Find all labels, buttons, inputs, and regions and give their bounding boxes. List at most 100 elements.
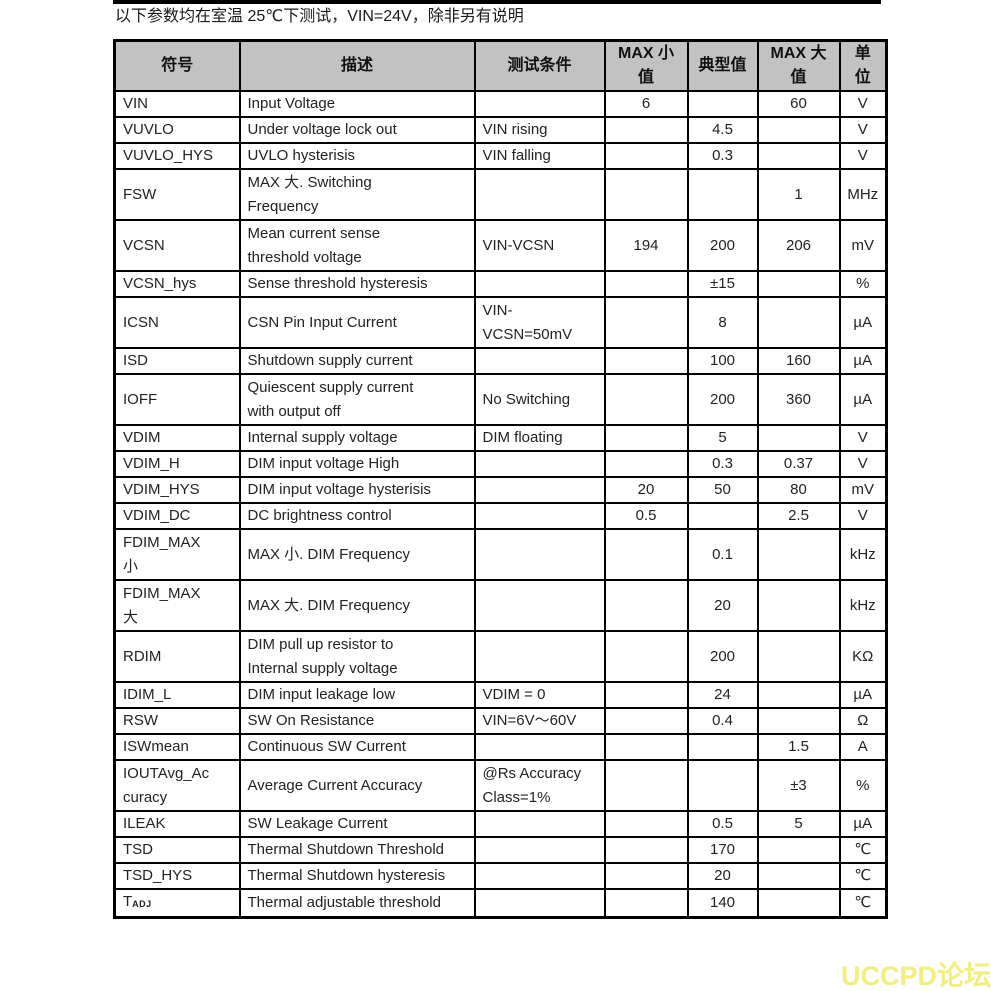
cell-unit: V [838,502,888,530]
cell-desc: DC brightness control [238,502,476,530]
cell-max [756,707,841,735]
cell-typ: 50 [686,476,759,504]
cell-min [603,424,689,452]
test-conditions-note: 以下参数均在室温 25℃下测试，VIN=24V，除非另有说明 [115,8,524,25]
cell-cond [473,476,606,504]
cell-cond [473,528,606,581]
cell-symbol: FDIM_MAX 大 [113,579,241,632]
cell-typ [686,502,759,530]
table-row: VUVLO_HYS UVLO hysterisis VIN falling 0.3 V [113,142,888,170]
table-row: IOUTAvg_Ac curacy Average Current Accurac… [113,759,888,812]
cell-symbol: VDIM_H [113,450,241,478]
cell-unit: µA [838,373,888,426]
cell-min [603,707,689,735]
table-body: VIN Input Voltage 6 60 V VUVLO Under voltage l… [113,90,888,919]
electrical-characteristics-table: 符号 描述 测试条件 MAX 小 值典型值 MAX 大 值单 位 VIN Input Vo… [113,39,888,919]
column-header-4: 典型值 [686,39,759,92]
table-row: VDIM_H DIM input voltage High 0.3 0.37 V [113,450,888,478]
cell-symbol: ISWmean [113,733,241,761]
cell-cond: VIN=6V～60V [473,707,606,735]
cell-max [756,681,841,709]
top-divider [113,0,881,4]
cell-min [603,116,689,144]
cell-unit: KΩ [838,630,888,683]
column-header-0: 符号 [113,39,241,92]
cell-unit: V [838,450,888,478]
cell-symbol: VDIM_DC [113,502,241,530]
cell-unit: µA [838,681,888,709]
column-header-5: MAX 大 值 [756,39,841,92]
table-row: VDIM_HYS DIM input voltage hysterisis 20 50… [113,476,888,504]
cell-cond [473,502,606,530]
cell-desc: DIM input leakage low [238,681,476,709]
cell-min [603,528,689,581]
cell-max [756,836,841,864]
cell-symbol: FDIM_MAX 小 [113,528,241,581]
cell-desc: Internal supply voltage [238,424,476,452]
cell-cond [473,450,606,478]
table-row: VCSN_hys Sense threshold hysteresis ±15% [113,270,888,298]
cell-symbol: VCSN [113,219,241,272]
cell-max: 60 [756,90,841,118]
cell-unit: MHz [838,168,888,221]
cell-symbol: FSW [113,168,241,221]
cell-symbol: ILEAK [113,810,241,838]
cell-unit: A [838,733,888,761]
cell-cond [473,836,606,864]
cell-typ: 5 [686,424,759,452]
cell-typ: 20 [686,579,759,632]
cell-unit: mV [838,476,888,504]
cell-min [603,733,689,761]
cell-min [603,168,689,221]
cell-max [756,142,841,170]
cell-desc: MAX 大. Switching Frequency [238,168,476,221]
cell-typ: 24 [686,681,759,709]
cell-min [603,681,689,709]
cell-desc: SW On Resistance [238,707,476,735]
cell-min [603,270,689,298]
cell-cond: VIN rising [473,116,606,144]
table-row: VCSN Mean current sense threshold voltage… [113,219,888,272]
cell-typ: 0.3 [686,450,759,478]
cell-desc: Under voltage lock out [238,116,476,144]
cell-max: 1 [756,168,841,221]
cell-typ: 20 [686,862,759,890]
column-header-1: 描述 [238,39,476,92]
cell-unit: ℃ [838,836,888,864]
cell-symbol: RSW [113,707,241,735]
cell-min: 6 [603,90,689,118]
cell-desc: Input Voltage [238,90,476,118]
cell-symbol: VUVLO [113,116,241,144]
cell-min [603,296,689,349]
cell-desc: Continuous SW Current [238,733,476,761]
table-row: ISWmean Continuous SW Current 1.5 A [113,733,888,761]
cell-desc: MAX 小. DIM Frequency [238,528,476,581]
cell-typ: 200 [686,219,759,272]
cell-min [603,579,689,632]
cell-unit: V [838,90,888,118]
table-row: FSW MAX 大. Switching Frequency 1 MHz [113,168,888,221]
cell-min [603,888,689,919]
cell-cond: VIN- VCSN=50mV [473,296,606,349]
cell-unit: kHz [838,528,888,581]
cell-desc: DIM pull up resistor to Internal supply … [238,630,476,683]
cell-max [756,862,841,890]
cell-unit: Ω [838,707,888,735]
cell-typ: 0.4 [686,707,759,735]
cell-typ: 4.5 [686,116,759,144]
cell-cond [473,630,606,683]
cell-unit: V [838,116,888,144]
table-row: TADJ Thermal adjustable threshold 140 ℃ [113,888,888,919]
cell-desc: Thermal Shutdown hysteresis [238,862,476,890]
cell-max: 160 [756,347,841,375]
cell-cond [473,888,606,919]
table-row: IDIM_L DIM input leakage low VDIM = 0 24 µA [113,681,888,709]
cell-min [603,373,689,426]
cell-desc: DIM input voltage hysterisis [238,476,476,504]
cell-symbol: TSD [113,836,241,864]
table-row: ISD Shutdown supply current 100 160 µA [113,347,888,375]
cell-min: 194 [603,219,689,272]
table-row: VUVLO Under voltage lock out VIN rising 4.5… [113,116,888,144]
cell-symbol: IOUTAvg_Ac curacy [113,759,241,812]
